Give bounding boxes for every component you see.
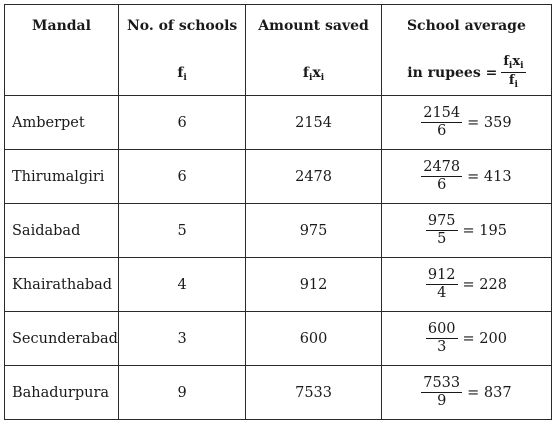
- mandal-cell: Saidabad: [4, 203, 119, 258]
- schools-cell: 9: [117, 365, 247, 420]
- average-value: = 359: [467, 114, 512, 131]
- header-mandal: Mandal: [4, 4, 119, 96]
- amount-cell: 7533: [245, 365, 382, 420]
- mandal-cell: Thirumalgiri: [4, 149, 119, 204]
- header-row: Mandal No. of schools fi Amount saved fi…: [4, 4, 553, 96]
- header-schools: No. of schools fi: [117, 4, 247, 96]
- table-row: Secunderabad 3 600 600 3 = 200: [4, 311, 553, 366]
- table-row: Thirumalgiri 6 2478 2478 6 = 413: [4, 149, 553, 204]
- mandal-cell: Secunderabad: [4, 311, 119, 366]
- average-cell: 2154 6 = 359: [380, 95, 553, 150]
- average-fraction: 600 3: [425, 320, 458, 355]
- amount-cell: 600: [245, 311, 382, 366]
- average-value: = 200: [462, 330, 507, 347]
- schools-cell: 4: [117, 257, 247, 312]
- table-row: Khairathabad 4 912 912 4 = 228: [4, 257, 553, 312]
- average-fraction: 7533 9: [421, 374, 463, 409]
- header-schools-label: No. of schools: [126, 18, 238, 34]
- average-fraction: 975 5: [425, 212, 458, 247]
- average-cell: 7533 9 = 837: [380, 365, 553, 420]
- average-value: = 413: [467, 168, 512, 185]
- average-value: = 228: [462, 276, 507, 293]
- header-schools-symbol: fi: [177, 65, 187, 83]
- header-average-fraction: fixi fi: [501, 54, 526, 91]
- amount-cell: 2154: [245, 95, 382, 150]
- header-average-formula: in rupees = fixi fi: [407, 54, 526, 91]
- mandal-cell: Khairathabad: [4, 257, 119, 312]
- header-amount-label: Amount saved: [258, 18, 369, 34]
- schools-cell: 6: [117, 95, 247, 150]
- header-average-label: School average: [406, 18, 526, 34]
- header-average: School average in rupees = fixi fi: [380, 4, 553, 96]
- schools-cell: 5: [117, 203, 247, 258]
- mandal-cell: Bahadurpura: [4, 365, 119, 420]
- table-row: Saidabad 5 975 975 5 = 195: [4, 203, 553, 258]
- average-fraction: 2478 6: [421, 158, 463, 193]
- header-amount-symbol: fixi: [302, 65, 325, 83]
- average-cell: 912 4 = 228: [380, 257, 553, 312]
- average-cell: 600 3 = 200: [380, 311, 553, 366]
- amount-cell: 912: [245, 257, 382, 312]
- table-row: Amberpet 6 2154 2154 6 = 359: [4, 95, 553, 150]
- average-value: = 195: [462, 222, 507, 239]
- mandal-cell: Amberpet: [4, 95, 119, 150]
- average-fraction: 912 4: [425, 266, 458, 301]
- average-value: = 837: [467, 384, 512, 401]
- amount-cell: 975: [245, 203, 382, 258]
- average-fraction: 2154 6: [421, 104, 463, 139]
- average-cell: 2478 6 = 413: [380, 149, 553, 204]
- header-mandal-label: Mandal: [32, 18, 91, 34]
- table-row: Bahadurpura 9 7533 7533 9 = 837: [4, 365, 553, 420]
- average-cell: 975 5 = 195: [380, 203, 553, 258]
- schools-cell: 3: [117, 311, 247, 366]
- header-amount: Amount saved fixi: [245, 4, 382, 96]
- school-savings-table: Mandal No. of schools fi Amount saved fi…: [4, 4, 553, 420]
- amount-cell: 2478: [245, 149, 382, 204]
- schools-cell: 6: [117, 149, 247, 204]
